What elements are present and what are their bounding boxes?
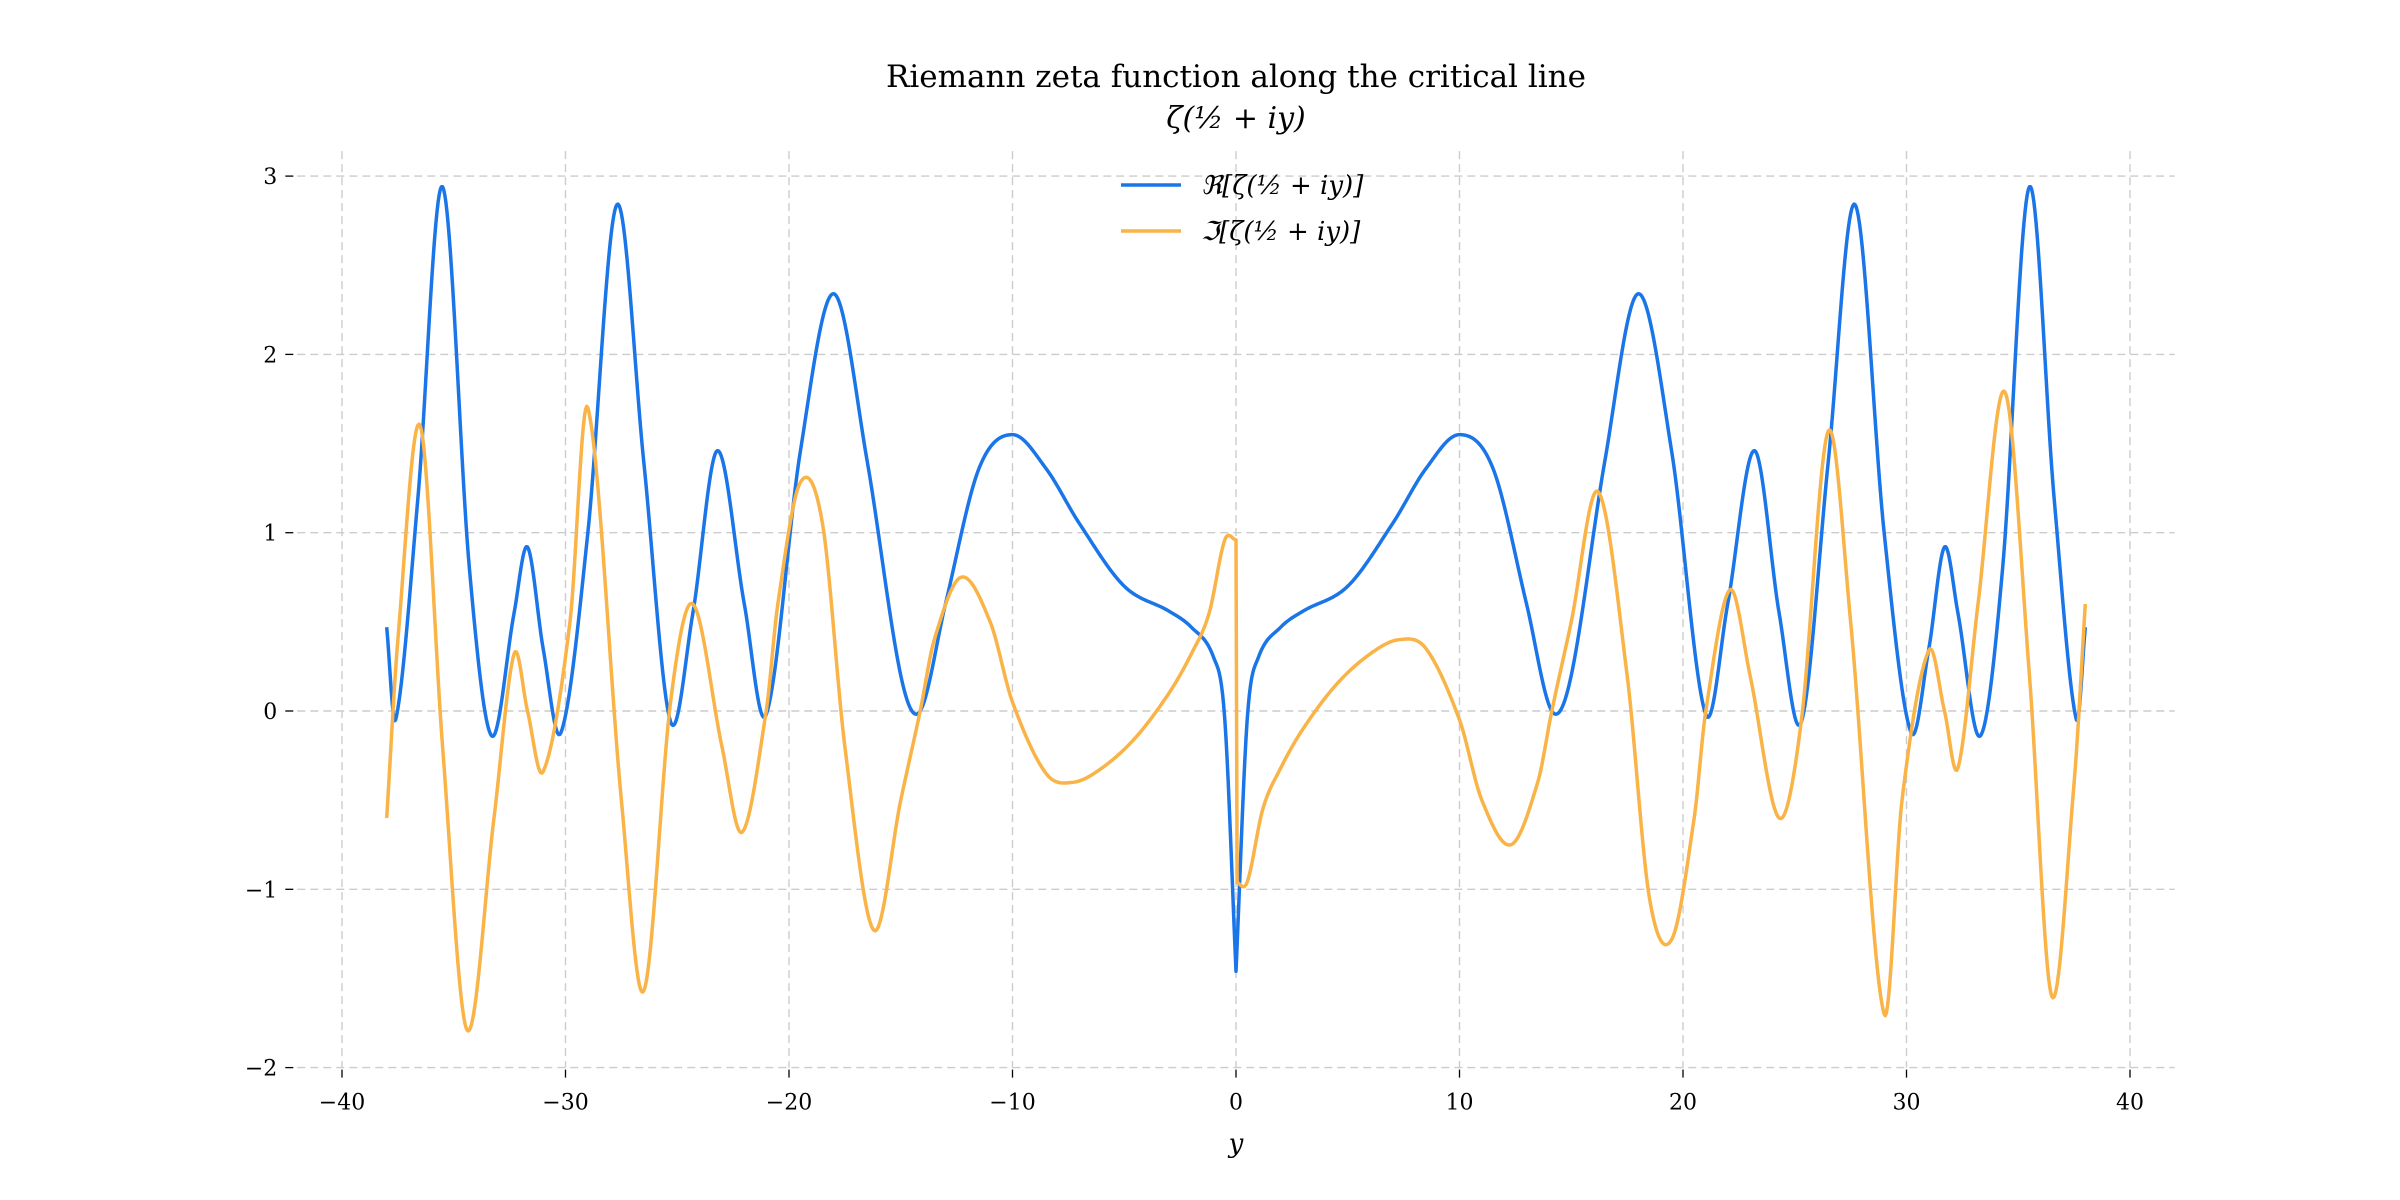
x-tick-label: 40	[2116, 1091, 2144, 1116]
y-tick-label: −2	[245, 1057, 277, 1082]
y-tick-label: 1	[263, 522, 277, 547]
legend-label-real: ℜ[ζ(½ + iy)]	[1201, 171, 1364, 201]
y-tick-label: 2	[263, 343, 277, 368]
x-tick-label: 10	[1446, 1091, 1474, 1116]
x-axis-label: y	[1228, 1129, 1244, 1159]
x-tick-label: 0	[1229, 1091, 1243, 1116]
series-lines	[384, 184, 2088, 1033]
imaginary-part-line	[384, 389, 2088, 1033]
y-tick-label: 0	[263, 700, 277, 725]
y-tick-label: −1	[245, 878, 277, 903]
chart-subtitle: ζ(½ + iy)	[1166, 101, 1306, 136]
y-tick-label: 3	[263, 165, 277, 190]
x-tick-label: 20	[1669, 1091, 1697, 1116]
x-tick-label: −30	[542, 1091, 588, 1116]
legend-label-imag: ℑ[ζ(½ + iy)]	[1201, 217, 1361, 247]
x-tick-label: −40	[319, 1091, 365, 1116]
x-tick-label: 30	[1893, 1091, 1921, 1116]
chart-title: Riemann zeta function along the critical…	[886, 59, 1586, 95]
x-tick-label: −10	[989, 1091, 1035, 1116]
legend: ℜ[ζ(½ + iy)] ℑ[ζ(½ + iy)]	[1121, 171, 1364, 247]
x-tick-label: −20	[766, 1091, 812, 1116]
